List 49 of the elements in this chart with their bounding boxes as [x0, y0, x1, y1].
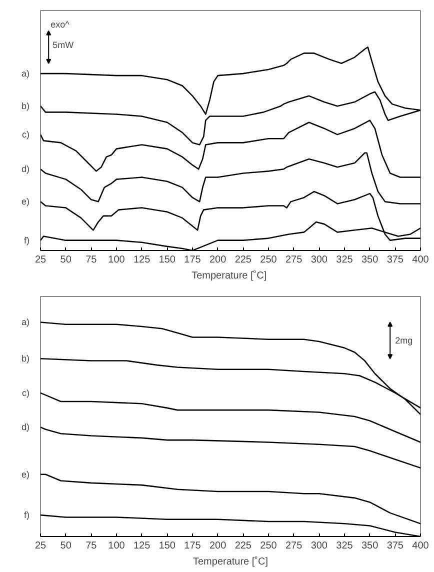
x-tick-label: 200: [209, 540, 227, 552]
x-tick-label: 400: [412, 254, 430, 266]
series-label: c): [22, 388, 30, 398]
series-label: c): [22, 130, 30, 140]
x-axis-title: Temperature [˚C]: [192, 270, 267, 282]
x-tick-label: 225: [234, 540, 252, 552]
x-tick-label: 150: [158, 540, 176, 552]
x-tick-label: 50: [60, 540, 72, 552]
series-label: f): [24, 510, 30, 520]
series-label: d): [22, 164, 30, 174]
series-label: a): [22, 317, 30, 328]
series-label: e): [22, 469, 30, 480]
x-tick-label: 300: [310, 254, 328, 266]
x-tick-label: 275: [285, 540, 303, 552]
series-label: a): [22, 68, 30, 79]
x-tick-label: 125: [133, 540, 151, 552]
x-tick-label: 100: [108, 540, 126, 552]
x-tick-label: 75: [86, 254, 98, 266]
x-tick-label: 175: [184, 254, 202, 266]
x-tick-label: 100: [108, 254, 126, 266]
x-tick-label: 25: [34, 254, 46, 266]
annotation: 2mg: [395, 335, 413, 346]
x-tick-label: 200: [209, 254, 227, 266]
series-label: e): [22, 196, 30, 207]
x-tick-label: 325: [336, 540, 354, 552]
x-tick-label: 400: [412, 540, 430, 552]
x-tick-label: 250: [260, 254, 278, 266]
x-tick-label: 75: [86, 540, 98, 552]
x-axis-title: Temperature [˚C]: [192, 556, 268, 568]
x-tick-label: 300: [310, 540, 328, 552]
x-tick-label: 250: [260, 540, 278, 552]
x-tick-label: 150: [158, 254, 176, 266]
x-tick-label: 125: [133, 254, 151, 266]
text: exo^: [50, 20, 70, 30]
x-tick-label: 350: [361, 254, 379, 266]
series-label: f): [24, 235, 30, 246]
x-tick-label: 275: [285, 254, 303, 266]
x-tick-label: 350: [361, 540, 379, 552]
x-tick-label: 25: [34, 540, 46, 552]
x-tick-label: 375: [386, 254, 404, 266]
annotation: 5mW: [52, 40, 74, 50]
series-label: b): [22, 101, 30, 112]
series-label: d): [22, 422, 30, 432]
series-label: b): [22, 354, 30, 364]
x-tick-label: 325: [336, 254, 354, 266]
x-tick-label: 375: [386, 540, 404, 552]
x-tick-label: 50: [60, 254, 72, 266]
x-tick-label: 175: [184, 540, 202, 552]
x-tick-label: 225: [234, 254, 252, 266]
